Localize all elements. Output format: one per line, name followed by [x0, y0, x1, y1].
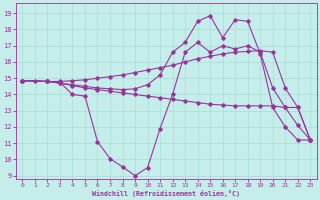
X-axis label: Windchill (Refroidissement éolien,°C): Windchill (Refroidissement éolien,°C): [92, 190, 240, 197]
